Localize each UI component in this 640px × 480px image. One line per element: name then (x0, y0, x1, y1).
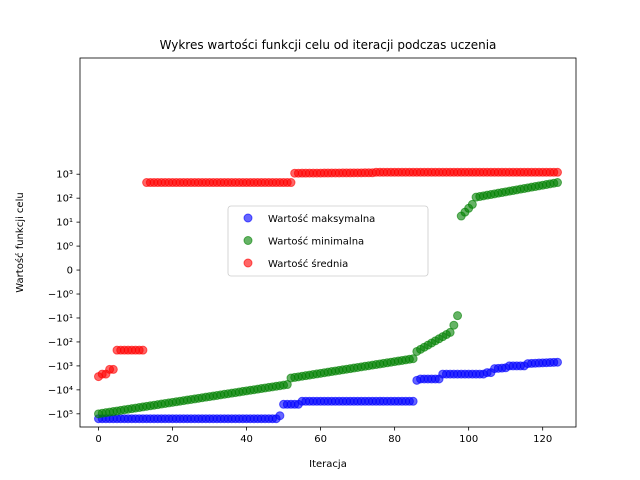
data-point (453, 311, 463, 321)
data-point (408, 354, 418, 364)
legend-marker (243, 236, 253, 245)
y-axis-label: Wartość funkcji celu (14, 192, 26, 292)
y-tick-label: −10² (48, 337, 73, 348)
x-tick-label: 20 (166, 434, 179, 445)
data-point (552, 167, 562, 177)
data-point (467, 199, 477, 209)
legend-label: Wartość maksymalna (268, 213, 375, 225)
plot-frame (79, 57, 577, 428)
data-point (108, 364, 118, 374)
points-layer (94, 167, 562, 424)
legend-label: Wartość średnia (268, 258, 348, 270)
data-point (408, 396, 418, 406)
y-tick-label: 10⁰ (56, 242, 73, 253)
x-tick-label: 120 (533, 434, 552, 445)
y-tick-label: −10⁴ (48, 385, 73, 396)
y-tick-label: 0 (67, 266, 73, 277)
y-tick-label: −10³ (48, 361, 73, 372)
x-axis: 0 20 40 60 80 100 120 (95, 427, 552, 445)
data-point (286, 178, 296, 188)
y-tick-label: −10⁰ (48, 290, 73, 301)
x-tick-label: 100 (459, 434, 478, 445)
legend-items: Wartość maksymalna Wartość minimalna Warto… (243, 213, 375, 270)
y-axis: 10³ 10² 10¹ 10⁰ 0 −10⁰ −10¹ −10² −10³ −10⁴ −10⁵ (48, 170, 80, 420)
y-tick-label: 10¹ (56, 218, 73, 229)
data-point (552, 178, 562, 188)
chart-title: Wykres wartości funkcji celu od iteracji… (160, 38, 497, 52)
series-group (94, 178, 562, 419)
y-tick-label: 10² (56, 194, 73, 205)
x-tick-label: 40 (240, 434, 253, 445)
y-tick-label: −10¹ (48, 313, 73, 324)
x-tick-label: 80 (388, 434, 401, 445)
legend-marker (243, 258, 253, 268)
y-tick-label: −10⁵ (48, 409, 73, 420)
legend-label: Wartość minimalna (268, 236, 364, 248)
x-axis-label: Iteracja (309, 459, 347, 470)
x-tick-label: 60 (314, 434, 327, 445)
data-point (275, 411, 285, 421)
data-point (449, 320, 459, 330)
series-group (94, 167, 562, 382)
y-tick-label: 10³ (56, 170, 73, 181)
legend: Wartość maksymalna Wartość minimalna Warto… (227, 205, 429, 277)
data-point (138, 345, 148, 355)
x-tick-label: 0 (95, 434, 101, 445)
data-point (552, 357, 562, 367)
legend-marker (243, 213, 253, 223)
data-point (445, 327, 455, 337)
legend-box (227, 205, 429, 277)
